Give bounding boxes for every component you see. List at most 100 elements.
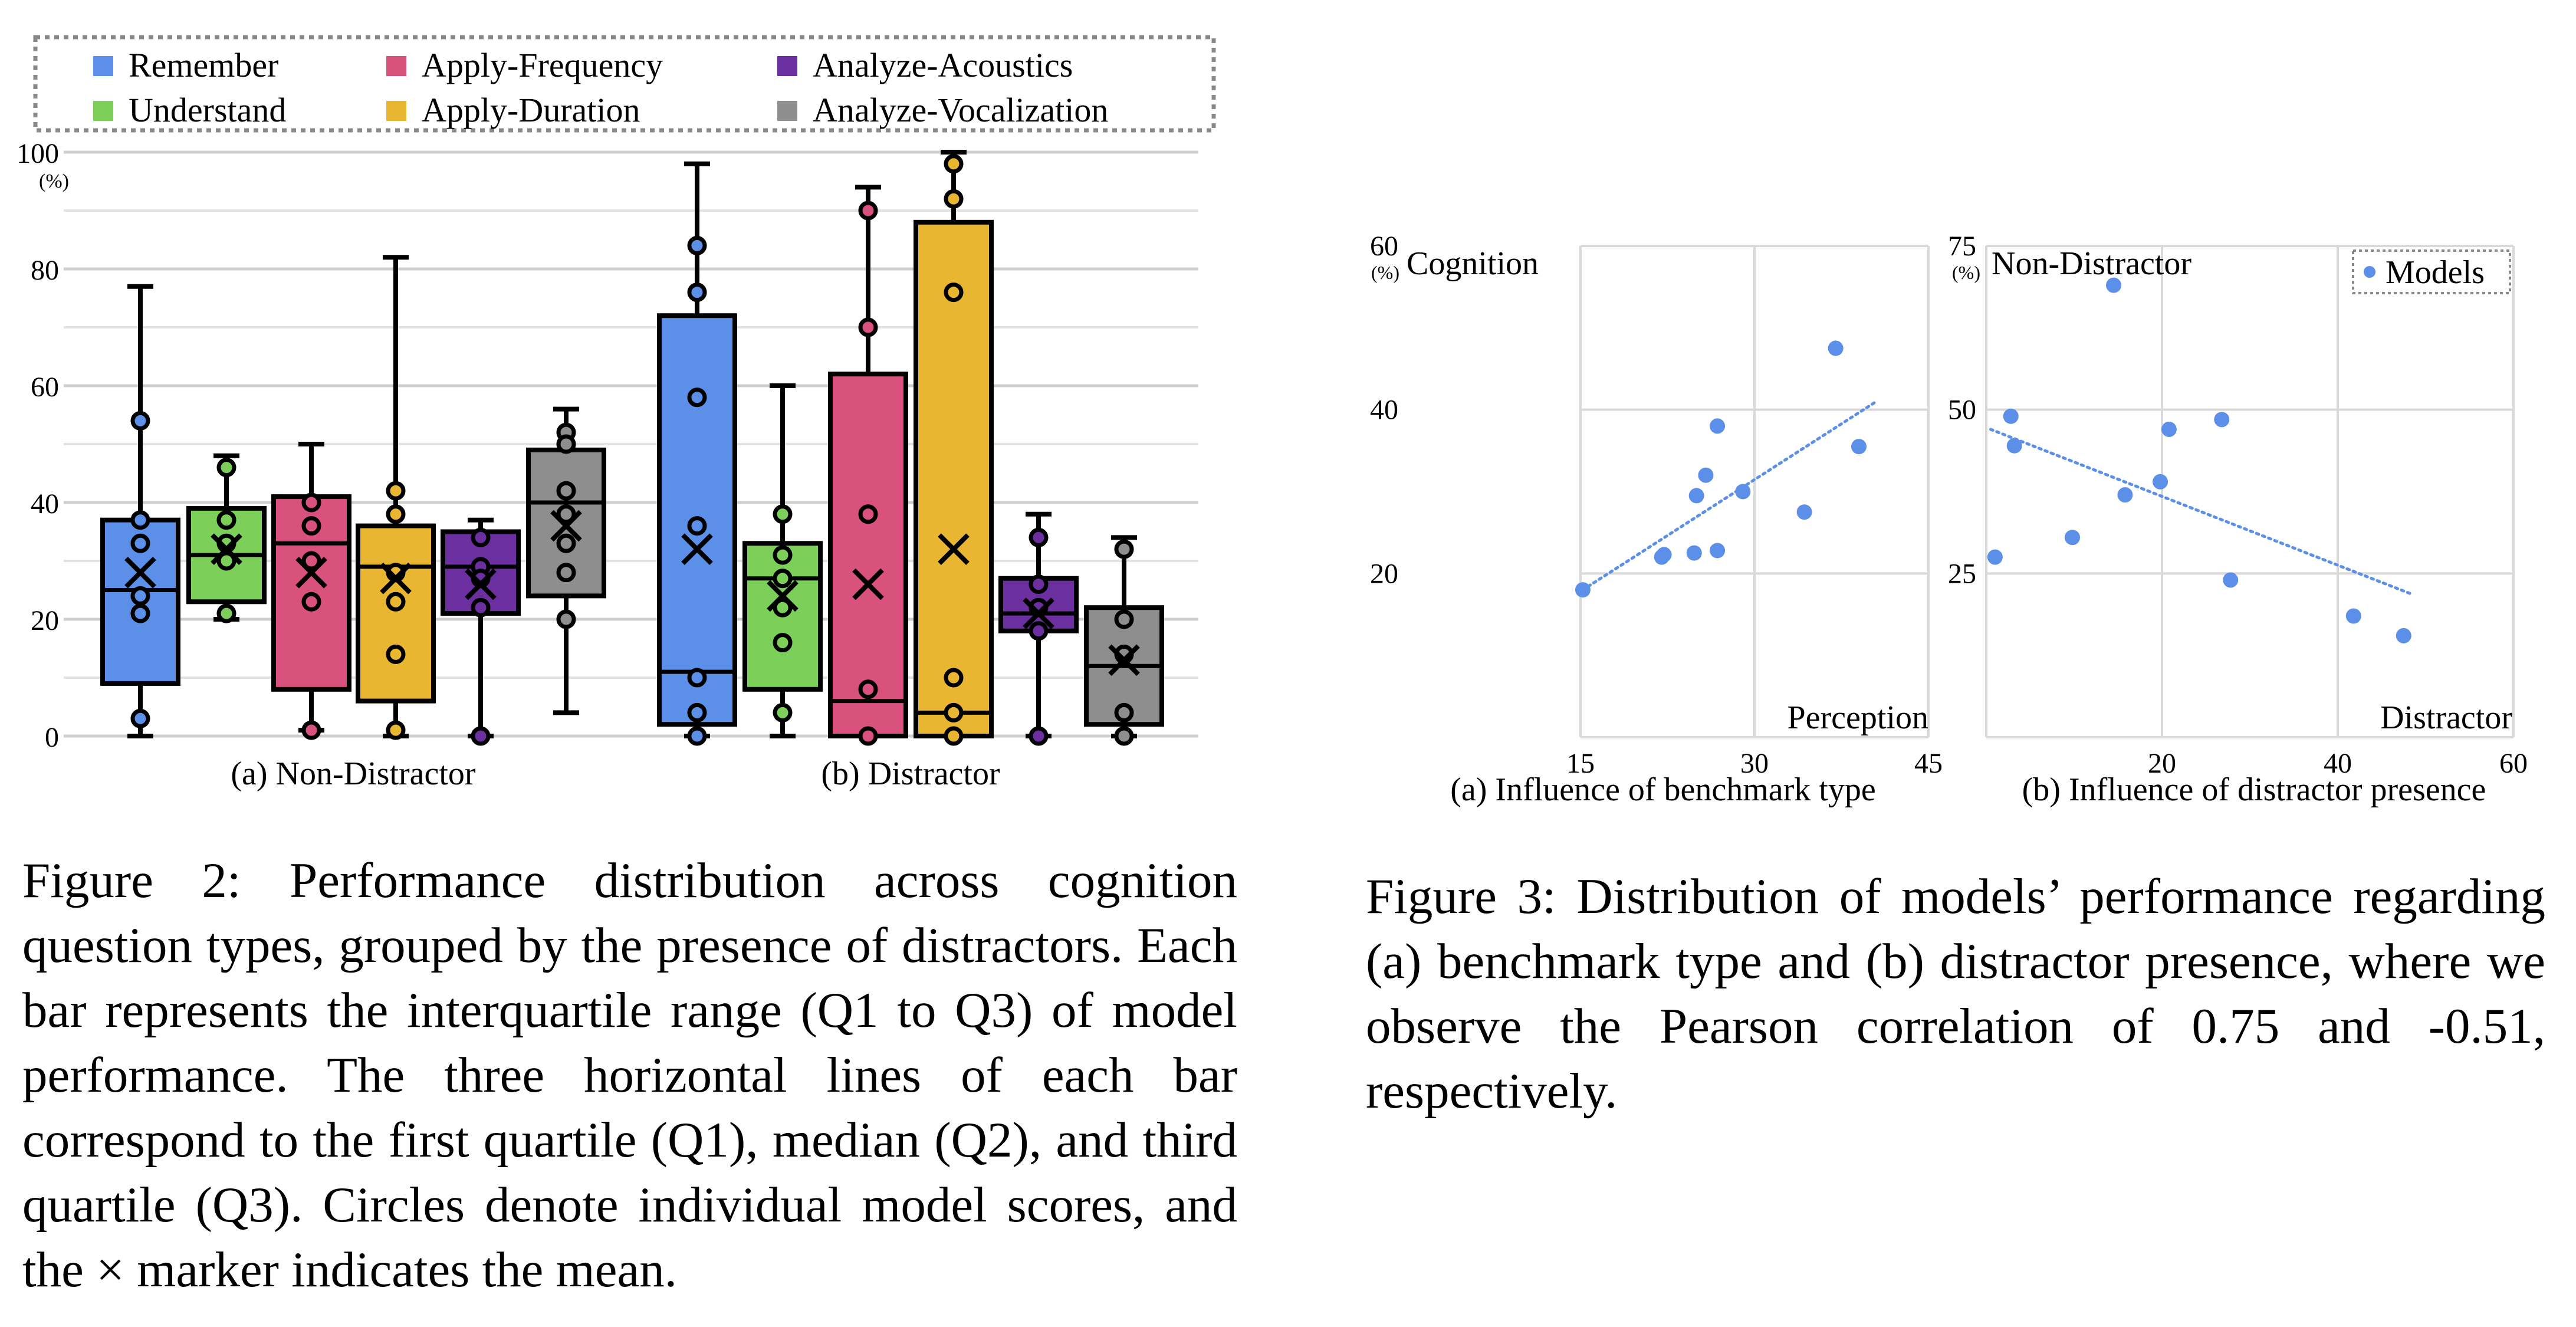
panel-b-y-unit: (%)	[1952, 262, 1980, 283]
figure-2-caption-label: Figure 2:	[22, 853, 241, 908]
legend-label: Apply-Frequency	[422, 46, 663, 84]
score-point	[1029, 574, 1049, 594]
model-point	[1735, 484, 1751, 500]
score-point	[386, 720, 406, 740]
panel-b-x-title: Distractor	[2380, 699, 2512, 736]
score-point	[687, 726, 707, 746]
model-point	[2161, 421, 2177, 437]
model-point	[2003, 408, 2019, 424]
x-tick-label: 40	[2324, 748, 2352, 779]
mean-marker	[211, 533, 242, 566]
box-apply-frequency	[828, 185, 908, 746]
model-point	[1686, 545, 1702, 561]
box-understand	[742, 383, 823, 738]
legend-swatch	[386, 56, 406, 76]
mean-marker	[1108, 644, 1140, 676]
score-point	[471, 527, 491, 547]
x-tick-label: 60	[2499, 748, 2528, 779]
box-remember	[100, 284, 180, 738]
score-point	[216, 603, 236, 623]
score-point	[556, 533, 576, 553]
model-point	[2214, 412, 2230, 428]
score-point	[773, 633, 793, 653]
model-point	[1710, 543, 1726, 559]
box-apply-frequency	[271, 442, 351, 740]
legend-swatch	[386, 101, 406, 121]
panel-b-y-title: Non-Distractor	[1992, 245, 2191, 282]
figure-3-caption-text: Distribution of models’ performance rega…	[1366, 869, 2546, 1119]
x-tick-label: 45	[1914, 748, 1943, 779]
score-point	[301, 551, 321, 571]
score-point	[471, 597, 491, 617]
box-remember	[657, 161, 737, 746]
score-point	[386, 481, 406, 501]
score-point	[773, 569, 793, 589]
panel-a-caption: (a) Influence of benchmark type	[1450, 771, 1875, 808]
y-tick-label: 60	[31, 372, 59, 403]
score-point	[858, 317, 878, 337]
score-point	[773, 702, 793, 722]
score-point	[130, 533, 150, 553]
score-point	[858, 201, 878, 221]
y-tick-label: 80	[31, 255, 59, 286]
score-point	[386, 644, 406, 664]
panel-a-x-title: Perception	[1788, 699, 1928, 736]
model-point	[1796, 504, 1812, 520]
score-point	[687, 387, 707, 408]
figure-2-caption: Figure 2: Performance distribution acros…	[22, 848, 1237, 1302]
group-label: (b) Distractor	[821, 756, 1000, 792]
panel-a-y-title: Cognition	[1407, 245, 1539, 282]
y-tick-label: 0	[45, 722, 59, 753]
y-tick-label: 50	[1948, 395, 1976, 426]
trend-line	[1989, 428, 2414, 596]
score-point	[471, 726, 491, 746]
box-analyze-acoustics	[441, 517, 521, 746]
mean-marker	[380, 562, 412, 594]
score-point	[858, 504, 878, 524]
legend-frame	[33, 35, 1216, 133]
x-tick-label: 15	[1566, 748, 1595, 779]
mean-marker	[550, 510, 582, 542]
score-point	[1029, 527, 1049, 547]
y-tick-label: 25	[1948, 558, 1976, 589]
box-apply-duration	[914, 150, 994, 746]
legend-label: Understand	[129, 91, 286, 129]
score-point	[301, 592, 321, 612]
score-point	[556, 434, 576, 454]
score-point	[301, 720, 321, 740]
legend-label: Analyze-Vocalization	[813, 91, 1108, 129]
score-point	[944, 726, 964, 746]
score-point	[130, 586, 150, 606]
score-point	[130, 410, 150, 431]
figure-3-caption: Figure 3: Distribution of models’ perfor…	[1366, 864, 2545, 1124]
legend-swatch	[93, 101, 113, 121]
score-point	[944, 702, 964, 722]
model-point	[2396, 628, 2411, 643]
score-point	[944, 189, 964, 209]
score-point	[386, 592, 406, 612]
mean-marker	[465, 568, 497, 600]
score-point	[1114, 702, 1134, 722]
scatter-legend-frame	[2352, 249, 2511, 294]
scatter-legend-marker	[2364, 266, 2375, 278]
model-point	[2153, 474, 2168, 490]
legend-swatch	[93, 56, 113, 76]
figure-2-caption-text: Performance distribution across cognitio…	[22, 853, 1238, 1298]
model-point	[1987, 549, 2003, 565]
mean-marker	[681, 533, 713, 566]
y-axis-unit: (%)	[39, 170, 69, 192]
box-analyze-acoustics	[998, 511, 1079, 746]
mean-marker	[295, 556, 327, 589]
box-analyze-vocalization	[526, 406, 606, 715]
score-point	[216, 551, 236, 571]
group-labels: (a) Non-Distractor (b) Distractor	[231, 756, 1000, 792]
score-point	[1029, 621, 1049, 641]
score-point	[858, 679, 878, 699]
score-point	[858, 726, 878, 746]
score-point	[687, 668, 707, 688]
score-point	[1114, 609, 1134, 629]
boxes	[100, 150, 1164, 746]
model-point	[2223, 572, 2239, 588]
